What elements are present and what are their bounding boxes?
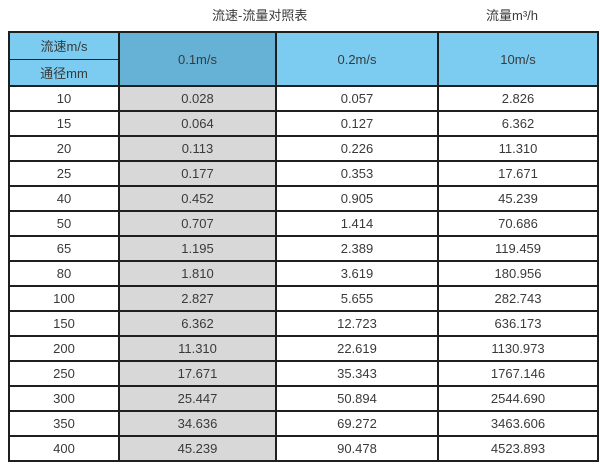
flow-cell-10ms: 2544.690 xyxy=(437,385,599,412)
flow-cell-0-1ms: 2.827 xyxy=(118,285,277,312)
flow-cell-0-2ms: 3.619 xyxy=(275,260,439,287)
flow-cell-0-1ms: 1.810 xyxy=(118,260,277,287)
flow-cell-0-2ms: 0.226 xyxy=(275,135,439,162)
table-title: 流速-流量对照表 xyxy=(212,8,308,23)
flow-cell-0-2ms: 0.905 xyxy=(275,185,439,212)
diameter-cell: 300 xyxy=(8,385,120,412)
table-row: 350 34.636 69.272 3463.606 xyxy=(8,410,599,437)
table-row: 100 2.827 5.655 282.743 xyxy=(8,285,599,312)
flow-cell-10ms: 282.743 xyxy=(437,285,599,312)
flow-cell-10ms: 3463.606 xyxy=(437,410,599,437)
flow-cell-0-1ms: 1.195 xyxy=(118,235,277,262)
flow-unit-label: 流量m³/h xyxy=(486,8,539,23)
flow-cell-0-2ms: 5.655 xyxy=(275,285,439,312)
diameter-cell: 80 xyxy=(8,260,120,287)
flow-cell-0-2ms: 1.414 xyxy=(275,210,439,237)
flow-cell-10ms: 6.362 xyxy=(437,110,599,137)
corner-diameter-label: 通径mm xyxy=(8,58,120,87)
diameter-cell: 10 xyxy=(8,85,120,112)
velocity-header-0-2ms: 0.2m/s xyxy=(275,31,439,87)
flow-cell-0-1ms: 6.362 xyxy=(118,310,277,337)
flow-cell-0-2ms: 0.057 xyxy=(275,85,439,112)
flow-cell-10ms: 2.826 xyxy=(437,85,599,112)
diameter-cell: 65 xyxy=(8,235,120,262)
flow-cell-0-2ms: 35.343 xyxy=(275,360,439,387)
table-row: 300 25.447 50.894 2544.690 xyxy=(8,385,599,412)
flow-cell-0-1ms: 11.310 xyxy=(118,335,277,362)
diameter-cell: 250 xyxy=(8,360,120,387)
diameter-cell: 400 xyxy=(8,435,120,462)
diameter-cell: 40 xyxy=(8,185,120,212)
table-row: 65 1.195 2.389 119.459 xyxy=(8,235,599,262)
diameter-cell: 25 xyxy=(8,160,120,187)
table-row: 10 0.028 0.057 2.826 xyxy=(8,85,599,112)
flow-cell-0-1ms: 0.028 xyxy=(118,85,277,112)
flow-cell-10ms: 4523.893 xyxy=(437,435,599,462)
table-row: 250 17.671 35.343 1767.146 xyxy=(8,360,599,387)
flow-cell-0-1ms: 17.671 xyxy=(118,360,277,387)
header-row-bottom: 通径mm xyxy=(8,58,598,87)
diameter-cell: 150 xyxy=(8,310,120,337)
diameter-cell: 350 xyxy=(8,410,120,437)
flow-cell-0-1ms: 0.707 xyxy=(118,210,277,237)
flow-cell-10ms: 1130.973 xyxy=(437,335,599,362)
velocity-header-0-1ms: 0.1m/s xyxy=(118,31,277,87)
flow-cell-0-2ms: 50.894 xyxy=(275,385,439,412)
header-row-top: 流速m/s 0.1m/s 0.2m/s 10m/s xyxy=(8,31,599,87)
diameter-cell: 100 xyxy=(8,285,120,312)
table-row: 25 0.177 0.353 17.671 xyxy=(8,160,599,187)
flow-cell-10ms: 180.956 xyxy=(437,260,599,287)
flow-cell-10ms: 636.173 xyxy=(437,310,599,337)
flow-rate-table: 流速m/s 0.1m/s 0.2m/s 10m/s 通径mm 10 0.028 … xyxy=(8,31,599,462)
table-row: 20 0.113 0.226 11.310 xyxy=(8,135,599,162)
flow-cell-10ms: 70.686 xyxy=(437,210,599,237)
diameter-cell: 15 xyxy=(8,110,120,137)
corner-velocity-label: 流速m/s xyxy=(8,31,120,60)
table-row: 40 0.452 0.905 45.239 xyxy=(8,185,599,212)
flow-cell-0-2ms: 22.619 xyxy=(275,335,439,362)
table-row: 200 11.310 22.619 1130.973 xyxy=(8,335,599,362)
table-body: 10 0.028 0.057 2.826 15 0.064 0.127 6.36… xyxy=(8,85,599,462)
flow-cell-10ms: 11.310 xyxy=(437,135,599,162)
diameter-cell: 50 xyxy=(8,210,120,237)
diameter-cell: 20 xyxy=(8,135,120,162)
velocity-header-10ms: 10m/s xyxy=(437,31,599,87)
flow-cell-10ms: 1767.146 xyxy=(437,360,599,387)
flow-cell-0-2ms: 12.723 xyxy=(275,310,439,337)
flow-cell-0-2ms: 2.389 xyxy=(275,235,439,262)
diameter-cell: 200 xyxy=(8,335,120,362)
flow-cell-0-1ms: 0.064 xyxy=(118,110,277,137)
flow-cell-10ms: 17.671 xyxy=(437,160,599,187)
flow-cell-0-1ms: 0.177 xyxy=(118,160,277,187)
table-row: 50 0.707 1.414 70.686 xyxy=(8,210,599,237)
flow-cell-0-2ms: 90.478 xyxy=(275,435,439,462)
flow-cell-0-2ms: 69.272 xyxy=(275,410,439,437)
table-row: 15 0.064 0.127 6.362 xyxy=(8,110,599,137)
flow-cell-0-2ms: 0.353 xyxy=(275,160,439,187)
flow-cell-0-1ms: 25.447 xyxy=(118,385,277,412)
flow-cell-0-1ms: 45.239 xyxy=(118,435,277,462)
flow-cell-0-2ms: 0.127 xyxy=(275,110,439,137)
flow-cell-10ms: 45.239 xyxy=(437,185,599,212)
flow-cell-0-1ms: 0.113 xyxy=(118,135,277,162)
table-header: 流速m/s 0.1m/s 0.2m/s 10m/s 通径mm xyxy=(8,31,599,87)
table-row: 150 6.362 12.723 636.173 xyxy=(8,310,599,337)
table-row: 80 1.810 3.619 180.956 xyxy=(8,260,599,287)
flow-cell-10ms: 119.459 xyxy=(437,235,599,262)
flow-cell-0-1ms: 0.452 xyxy=(118,185,277,212)
table-row: 400 45.239 90.478 4523.893 xyxy=(8,435,599,462)
flow-cell-0-1ms: 34.636 xyxy=(118,410,277,437)
